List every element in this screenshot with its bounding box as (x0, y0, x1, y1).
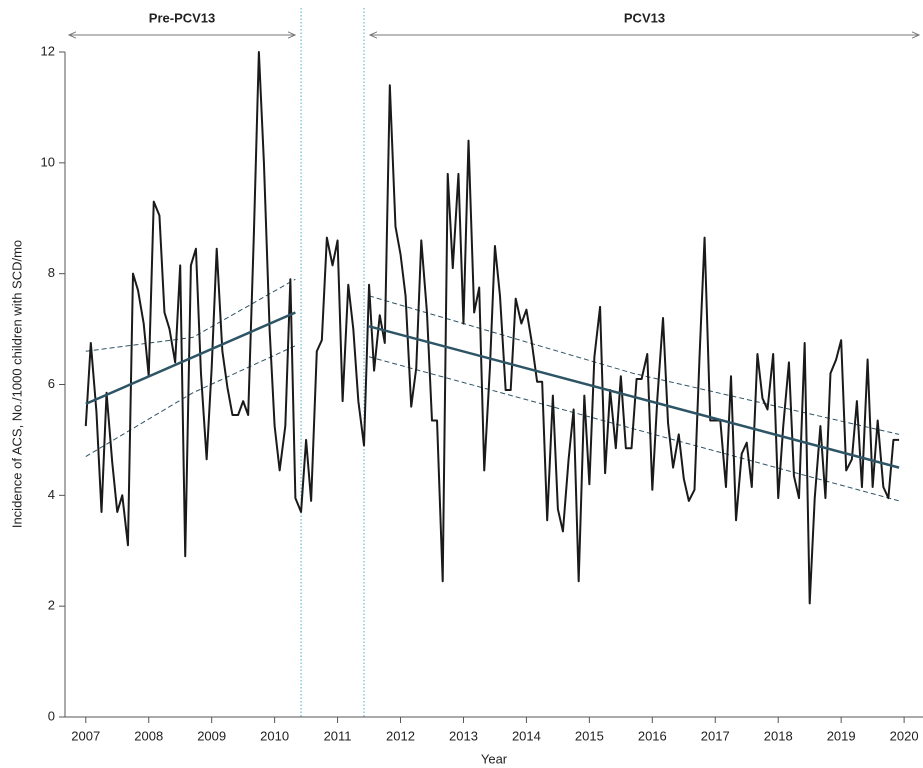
confidence-line (85, 278, 296, 352)
x-tick-label: 2018 (764, 728, 793, 743)
period-label: Pre-PCV13 (149, 10, 215, 25)
trend-line (85, 311, 296, 406)
x-tick-label: 2008 (134, 728, 163, 743)
x-tick-label: 2011 (324, 728, 352, 743)
data-line (84, 51, 900, 605)
y-axis-title: Incidence of ACS, No./1000 children with… (9, 240, 24, 528)
confidence-line (368, 295, 900, 435)
x-tick-label: 2013 (449, 728, 478, 743)
y-tick-label: 0 (48, 708, 55, 723)
x-tick-label: 2007 (71, 728, 100, 743)
x-tick-label: 2012 (386, 728, 415, 743)
x-tick-label: 2020 (890, 728, 919, 743)
x-tick-label: 2015 (575, 728, 604, 743)
y-tick-label: 12 (41, 43, 55, 58)
x-tick-label: 2017 (701, 728, 730, 743)
trend-line (368, 325, 900, 469)
x-tick-label: 2019 (827, 728, 856, 743)
x-tick-label: 2016 (638, 728, 667, 743)
period-label: PCV13 (624, 10, 665, 25)
y-tick-label: 4 (48, 487, 55, 502)
y-tick-label: 2 (48, 598, 55, 613)
confidence-line (85, 345, 296, 457)
x-tick-label: 2009 (197, 728, 226, 743)
x-tick-label: 2010 (260, 728, 289, 743)
y-tick-label: 10 (41, 154, 55, 169)
y-tick-label: 8 (48, 265, 55, 280)
x-tick-label: 2014 (512, 728, 541, 743)
y-tick-label: 6 (48, 376, 55, 391)
x-axis-title: Year (481, 751, 508, 766)
